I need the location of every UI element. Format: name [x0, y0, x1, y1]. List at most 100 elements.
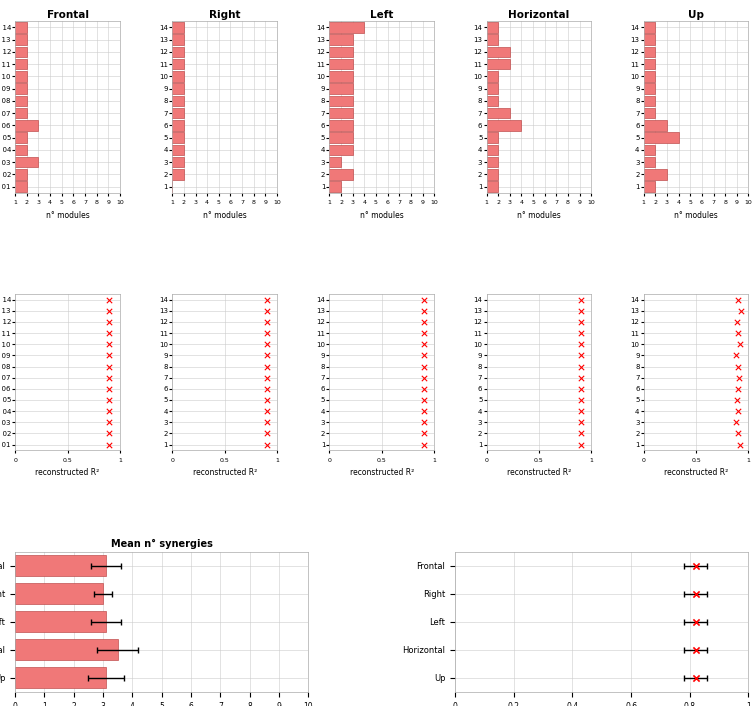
Point: [104, 417, 116, 428]
X-axis label: reconstructed R²: reconstructed R²: [350, 468, 414, 477]
Point: [104, 383, 116, 395]
Point: [575, 405, 587, 417]
X-axis label: n° modules: n° modules: [203, 211, 246, 220]
Bar: [475, 169, 498, 179]
Bar: [632, 47, 655, 57]
Point: [417, 428, 429, 439]
Bar: [160, 83, 184, 94]
Bar: [475, 145, 498, 155]
X-axis label: n° modules: n° modules: [45, 211, 89, 220]
Bar: [475, 83, 498, 94]
Point: [732, 294, 744, 306]
Bar: [160, 35, 184, 44]
Bar: [318, 181, 341, 192]
Bar: [475, 120, 522, 131]
Point: [417, 383, 429, 395]
Point: [417, 305, 429, 316]
Point: [689, 644, 702, 655]
Bar: [318, 59, 353, 69]
Bar: [318, 108, 353, 119]
Point: [575, 361, 587, 372]
Point: [417, 361, 429, 372]
Point: [104, 395, 116, 406]
Bar: [15, 667, 106, 688]
Bar: [160, 108, 184, 119]
Point: [261, 383, 273, 395]
Point: [261, 405, 273, 417]
Bar: [632, 133, 679, 143]
Point: [417, 294, 429, 306]
Point: [732, 383, 744, 395]
Point: [417, 395, 429, 406]
Bar: [318, 157, 341, 167]
Point: [575, 316, 587, 328]
Point: [261, 349, 273, 361]
Title: Left: Left: [370, 11, 393, 20]
Bar: [160, 95, 184, 106]
Title: Horizontal: Horizontal: [508, 11, 569, 20]
Point: [104, 361, 116, 372]
Point: [261, 328, 273, 339]
Point: [575, 383, 587, 395]
Point: [417, 417, 429, 428]
Point: [104, 349, 116, 361]
Title: Up: Up: [688, 11, 704, 20]
Point: [104, 372, 116, 383]
Point: [417, 328, 429, 339]
Point: [689, 616, 702, 628]
Bar: [160, 71, 184, 81]
Bar: [15, 583, 103, 604]
Bar: [4, 133, 26, 143]
Point: [731, 316, 743, 328]
Bar: [4, 181, 26, 192]
Bar: [318, 133, 353, 143]
Point: [261, 428, 273, 439]
Bar: [4, 145, 26, 155]
Point: [261, 439, 273, 450]
Bar: [318, 22, 364, 32]
Point: [104, 405, 116, 417]
Point: [732, 405, 744, 417]
Bar: [4, 83, 26, 94]
Point: [261, 372, 273, 383]
Bar: [632, 120, 667, 131]
Point: [104, 328, 116, 339]
Point: [104, 305, 116, 316]
Point: [417, 316, 429, 328]
Point: [575, 428, 587, 439]
Bar: [4, 71, 26, 81]
Point: [731, 395, 743, 406]
Point: [104, 316, 116, 328]
Bar: [4, 35, 26, 44]
Bar: [632, 181, 655, 192]
Point: [575, 305, 587, 316]
Point: [417, 405, 429, 417]
Title: Frontal: Frontal: [47, 11, 88, 20]
Point: [261, 305, 273, 316]
Bar: [475, 47, 510, 57]
Point: [104, 294, 116, 306]
Point: [417, 349, 429, 361]
Bar: [318, 169, 353, 179]
Bar: [160, 181, 172, 192]
Bar: [160, 59, 184, 69]
X-axis label: reconstructed R²: reconstructed R²: [507, 468, 571, 477]
Point: [575, 372, 587, 383]
Bar: [15, 639, 118, 660]
Point: [575, 339, 587, 350]
Point: [730, 349, 742, 361]
Point: [575, 439, 587, 450]
Bar: [632, 22, 655, 32]
Bar: [632, 157, 655, 167]
Point: [261, 316, 273, 328]
Bar: [160, 47, 184, 57]
X-axis label: reconstructed R²: reconstructed R²: [36, 468, 100, 477]
Bar: [318, 95, 353, 106]
Point: [104, 339, 116, 350]
Bar: [475, 108, 510, 119]
Bar: [318, 83, 353, 94]
Bar: [4, 22, 26, 32]
Bar: [4, 59, 26, 69]
Point: [261, 339, 273, 350]
Bar: [15, 555, 106, 576]
